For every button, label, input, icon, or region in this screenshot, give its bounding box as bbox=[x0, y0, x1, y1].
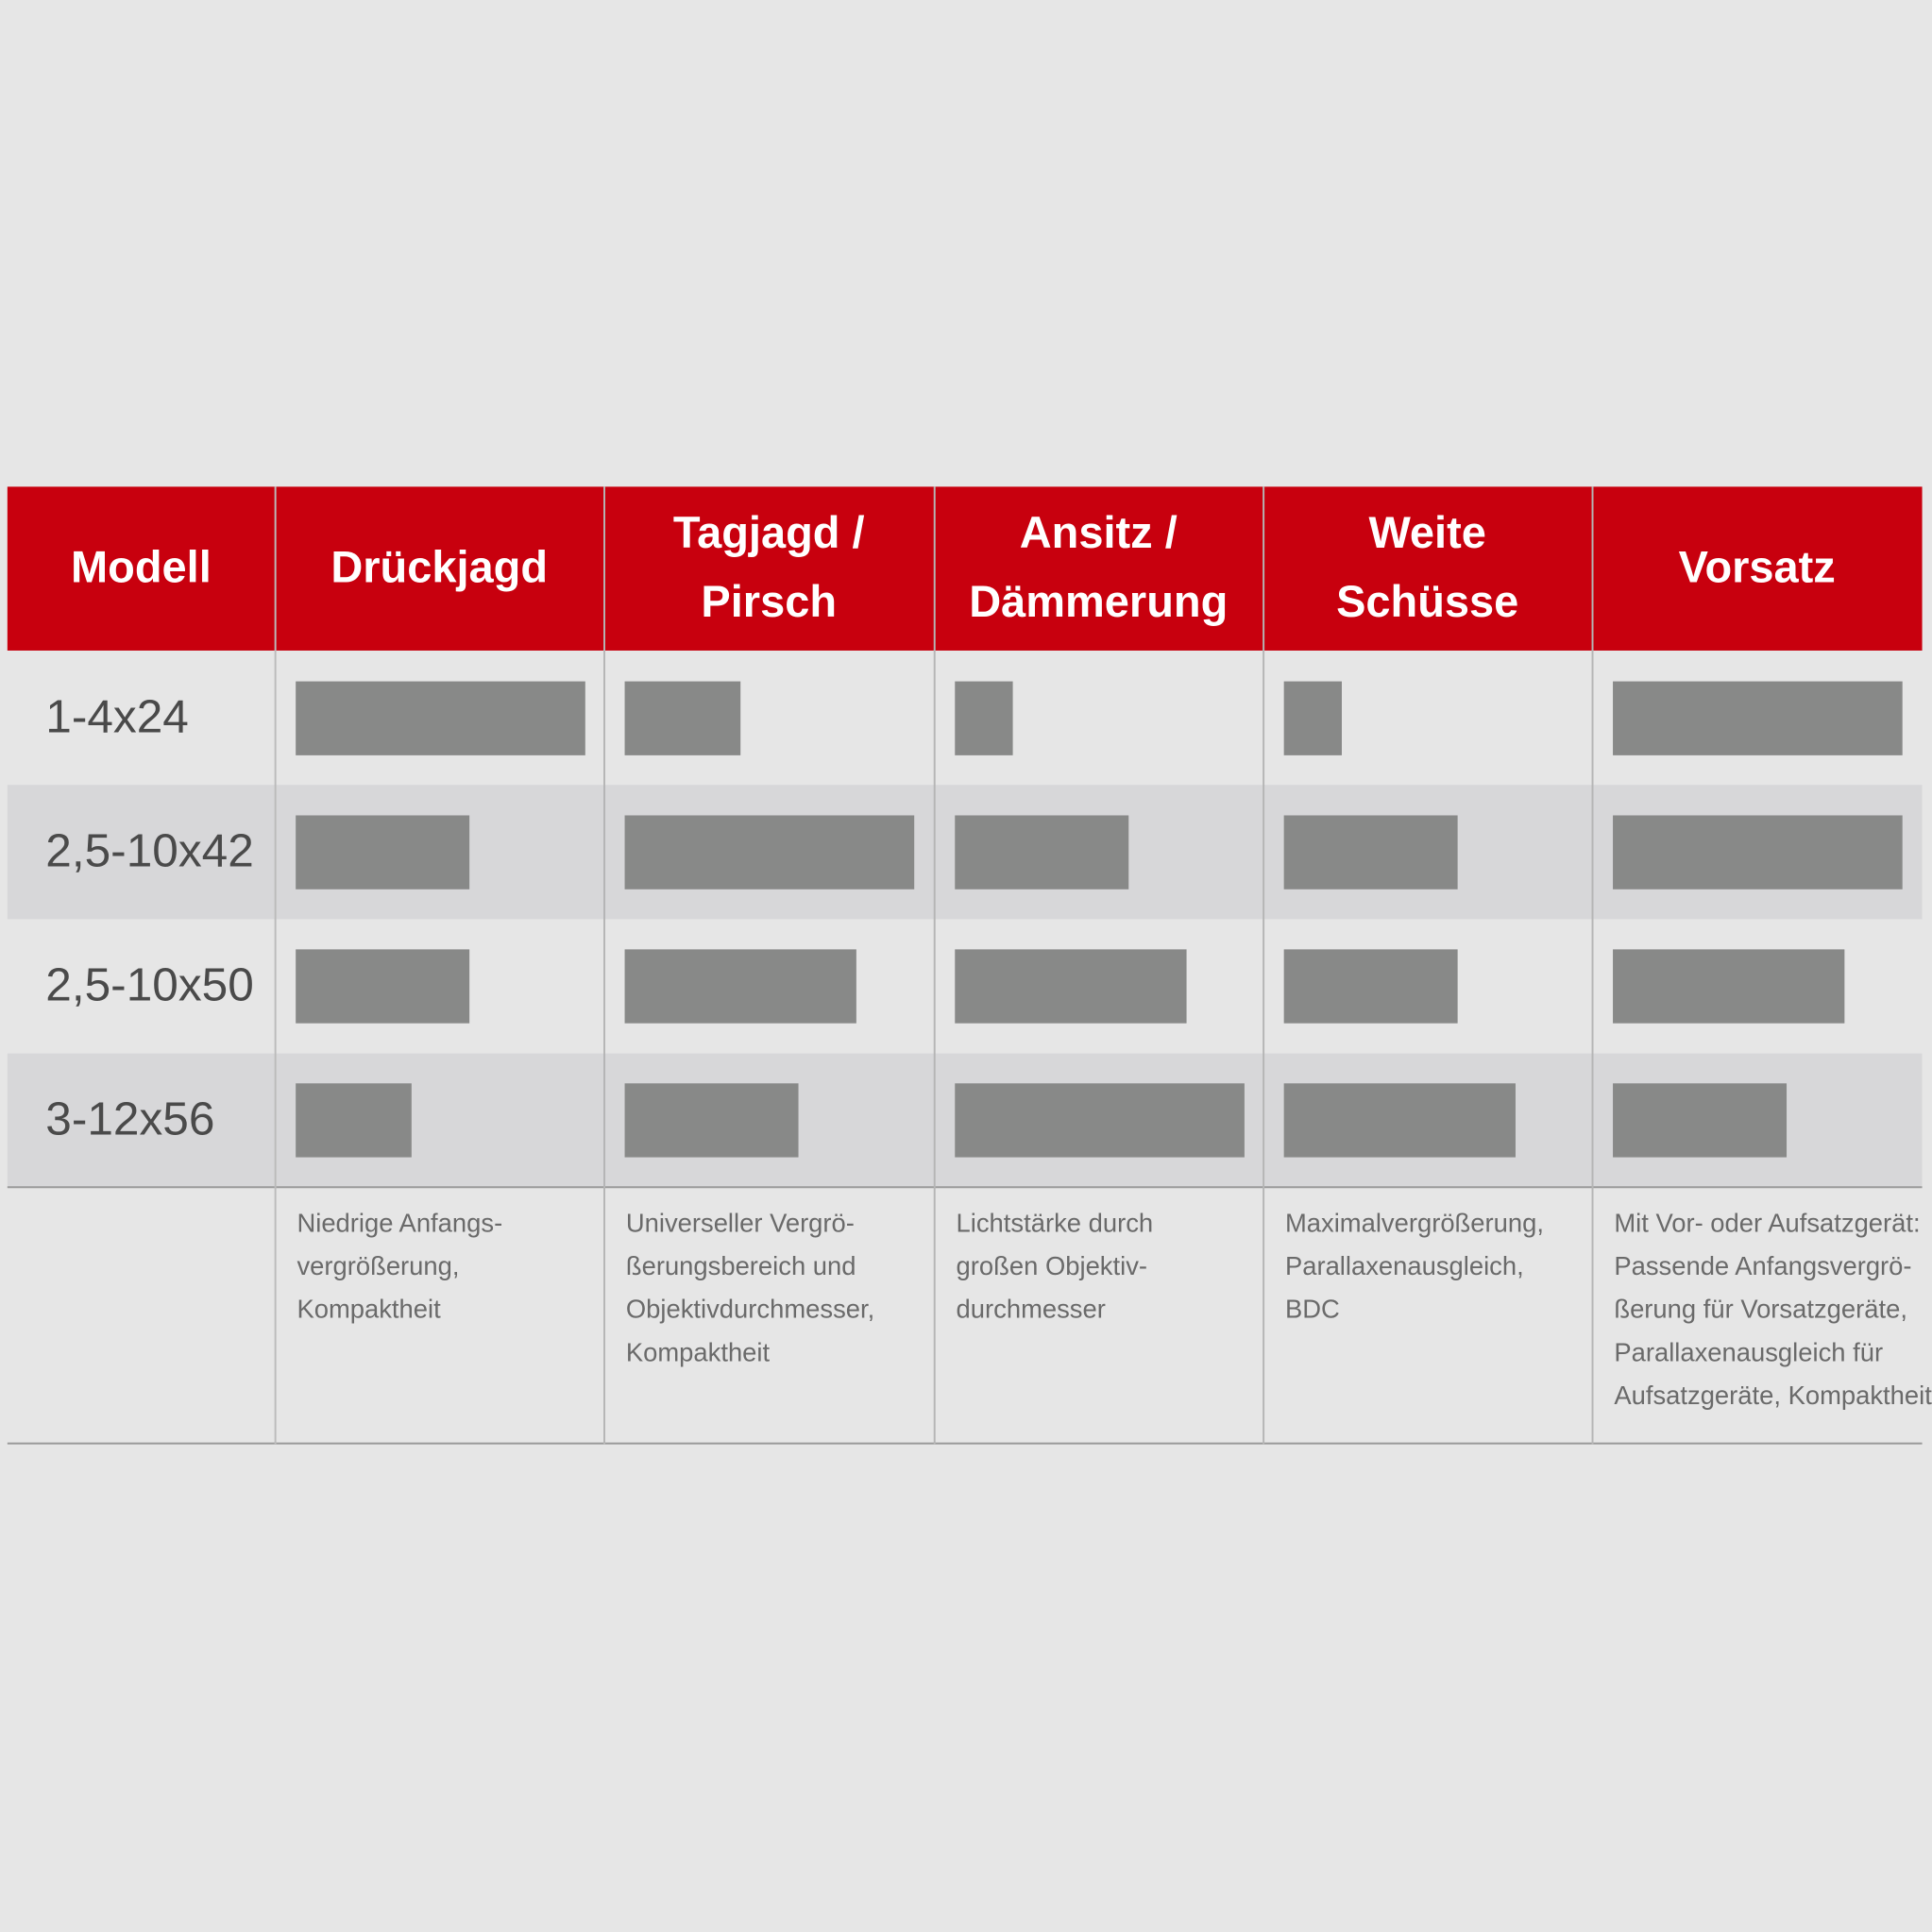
header-label: Pirsch bbox=[701, 576, 837, 626]
header-label: Schüsse bbox=[1336, 576, 1518, 626]
note-text: Passende Anfangsvergrö- bbox=[1614, 1251, 1911, 1280]
rating-bar bbox=[296, 949, 470, 1024]
note-text: Maximalvergrößerung, bbox=[1285, 1208, 1544, 1237]
rating-bar bbox=[1613, 815, 1903, 890]
rating-bar bbox=[955, 949, 1187, 1024]
header-label: Weite bbox=[1368, 507, 1485, 557]
model-label: 2,5-10x42 bbox=[45, 824, 254, 877]
rating-bar bbox=[1283, 681, 1342, 755]
note-text: Parallaxenausgleich, bbox=[1285, 1251, 1524, 1280]
note-text: Universeller Vergrö- bbox=[626, 1208, 855, 1237]
note-text: BDC bbox=[1285, 1295, 1340, 1324]
note-text: ßerungsbereich und bbox=[626, 1251, 856, 1280]
rating-bar bbox=[624, 681, 741, 755]
note-text: großen Objektiv- bbox=[957, 1251, 1147, 1280]
rating-bar bbox=[1613, 681, 1903, 755]
note-text: Kompaktheit bbox=[297, 1295, 441, 1324]
rating-bar bbox=[1283, 815, 1458, 890]
header-label: Modell bbox=[71, 542, 212, 592]
model-label: 2,5-10x50 bbox=[45, 958, 254, 1010]
note-text: Objektivdurchmesser, bbox=[626, 1295, 874, 1324]
header-band bbox=[7, 486, 1923, 651]
header-label: Vorsatz bbox=[1679, 542, 1836, 592]
rating-bar bbox=[955, 1083, 1245, 1158]
rating-bar bbox=[624, 949, 856, 1024]
rating-bar bbox=[624, 815, 915, 890]
header-label: Ansitz / bbox=[1020, 507, 1178, 557]
note-text: Aufsatzgeräte, Kompaktheit bbox=[1614, 1381, 1932, 1410]
rating-bar bbox=[1613, 1083, 1788, 1158]
rating-bar bbox=[296, 1083, 412, 1158]
rating-bar bbox=[624, 1083, 799, 1158]
note-text: Mit Vor- oder Aufsatzgerät: bbox=[1614, 1208, 1920, 1237]
model-label: 3-12x56 bbox=[45, 1092, 214, 1144]
header-label: Drückjagd bbox=[330, 542, 548, 592]
rating-bar bbox=[1283, 1083, 1516, 1158]
rating-bar bbox=[1613, 949, 1845, 1024]
note-text: Lichtstärke durch bbox=[957, 1208, 1154, 1237]
note-text: vergrößerung, bbox=[297, 1251, 459, 1280]
rating-bar bbox=[1283, 949, 1458, 1024]
model-label: 1-4x24 bbox=[45, 690, 189, 743]
rating-bar bbox=[955, 815, 1129, 890]
rating-bar bbox=[296, 681, 585, 755]
note-text: Kompaktheit bbox=[626, 1337, 771, 1366]
note-text: durchmesser bbox=[957, 1295, 1106, 1324]
header-label: Tagjagd / bbox=[673, 507, 865, 557]
rating-bar bbox=[296, 815, 470, 890]
note-text: Parallaxenausgleich für bbox=[1614, 1337, 1883, 1366]
note-text: Niedrige Anfangs- bbox=[297, 1208, 502, 1237]
rating-bar bbox=[955, 681, 1013, 755]
note-text: ßerung für Vorsatzgeräte, bbox=[1614, 1295, 1907, 1324]
header-label: Dämmerung bbox=[969, 576, 1228, 626]
